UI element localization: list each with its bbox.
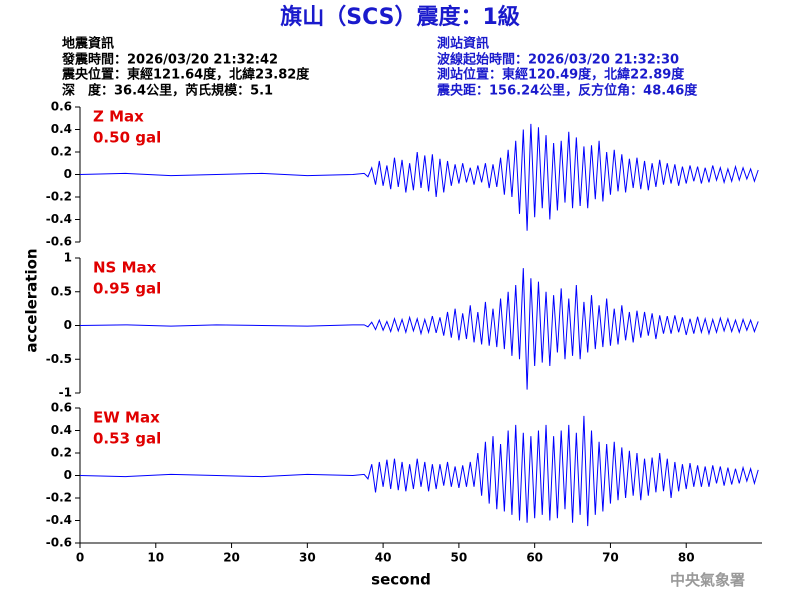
y-tick-label: 0.2 xyxy=(51,446,72,460)
info-right: 測站資訊 xyxy=(437,36,489,52)
x-tick-label: 50 xyxy=(451,551,468,565)
x-tick-label: 30 xyxy=(299,551,316,565)
y-tick-label: 0.4 xyxy=(51,423,72,437)
y-tick-label: 0 xyxy=(64,318,72,332)
info-right: 震央距：156.24公里，反方位角：48.46度 xyxy=(436,83,698,99)
x-axis-label: second xyxy=(371,571,431,589)
info-right: 測站位置：東經120.49度，北緯22.89度 xyxy=(437,67,685,83)
annotation: 0.95 gal xyxy=(93,280,161,298)
waveform xyxy=(79,268,759,390)
y-tick-label: -1 xyxy=(59,386,72,400)
y-tick-label: 0.4 xyxy=(51,122,72,136)
x-tick-label: 20 xyxy=(223,551,240,565)
x-tick-label: 40 xyxy=(375,551,392,565)
x-tick-label: 60 xyxy=(526,551,543,565)
y-tick-label: 0.6 xyxy=(51,100,72,114)
annotation: Z Max xyxy=(93,108,144,126)
y-tick-label: 0 xyxy=(64,167,72,181)
info-left: 發震時間：2026/03/20 21:32:42 xyxy=(61,52,278,68)
y-axis-label: acceleration xyxy=(23,248,41,352)
waveform xyxy=(79,123,759,231)
y-tick-label: 1 xyxy=(64,251,72,265)
annotation: EW Max xyxy=(93,409,160,427)
y-tick-label: -0.4 xyxy=(46,212,72,226)
y-tick-label: -0.2 xyxy=(46,190,72,204)
footer: 中央氣象署 xyxy=(670,571,745,589)
x-tick-label: 0 xyxy=(76,551,84,565)
y-tick-label: -0.2 xyxy=(46,491,72,505)
x-tick-label: 10 xyxy=(147,551,164,565)
annotation: 0.50 gal xyxy=(93,129,161,147)
x-tick-label: 80 xyxy=(678,551,695,565)
y-tick-label: 0 xyxy=(64,468,72,482)
annotation: 0.53 gal xyxy=(93,430,161,448)
y-tick-label: -0.5 xyxy=(46,352,72,366)
y-tick-label: -0.6 xyxy=(46,536,72,550)
y-tick-label: 0.2 xyxy=(51,145,72,159)
x-tick-label: 70 xyxy=(602,551,619,565)
annotation: NS Max xyxy=(93,259,157,277)
info-right: 波線起始時間：2026/03/20 21:32:30 xyxy=(437,52,679,68)
info-left: 深 度：36.4公里，芮氏規模：5.1 xyxy=(62,83,273,99)
info-left: 震央位置：東經121.64度，北緯23.82度 xyxy=(61,67,310,83)
waveform xyxy=(79,415,759,527)
y-tick-label: -0.4 xyxy=(46,513,72,527)
info-left: 地震資訊 xyxy=(62,36,114,52)
y-tick-label: 0.5 xyxy=(51,284,72,298)
y-tick-label: -0.6 xyxy=(46,235,72,249)
y-tick-label: 0.6 xyxy=(51,401,72,415)
title: 旗山（SCS）震度：1級 xyxy=(280,4,520,30)
